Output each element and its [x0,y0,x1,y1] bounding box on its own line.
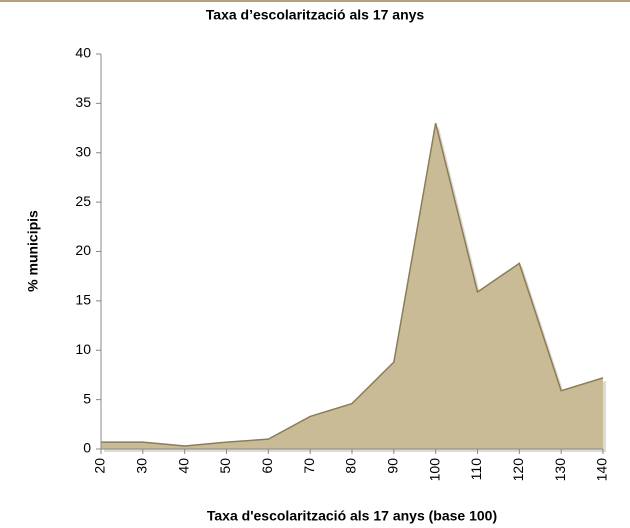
x-tick-label: 40 [175,458,191,474]
y-tick-label: 30 [75,143,91,159]
x-tick-label: 140 [594,458,610,482]
x-tick-label: 90 [385,458,401,474]
chart-title: Taxa d’escolarització als 17 anys [206,7,425,23]
x-tick-label: 120 [510,458,526,482]
x-axis-label: Taxa d'escolarització als 17 anys (base … [207,508,497,524]
y-axis-label: % municipis [25,210,41,292]
y-tick-label: 15 [75,292,91,308]
x-tick-label: 30 [134,458,150,474]
x-tick-label: 60 [259,458,275,474]
y-tick-label: 25 [75,193,91,209]
area-line [101,122,604,447]
x-tick-label: 50 [217,458,233,474]
x-tick-label: 110 [468,458,484,481]
y-tick-label: 10 [75,341,91,357]
area [101,123,603,449]
y-tick-label: 35 [75,94,91,110]
x-tick-label: 80 [343,458,359,474]
x-tick-label: 70 [301,458,317,474]
y-tick-label: 0 [83,440,91,456]
y-tick-label: 5 [83,390,91,406]
top-border [0,0,630,2]
x-tick-label: 100 [426,458,442,482]
x-tick-label: 20 [92,458,108,474]
x-tick-label: 130 [552,458,568,482]
y-tick-label: 20 [75,242,91,258]
y-tick-label: 40 [75,45,91,61]
